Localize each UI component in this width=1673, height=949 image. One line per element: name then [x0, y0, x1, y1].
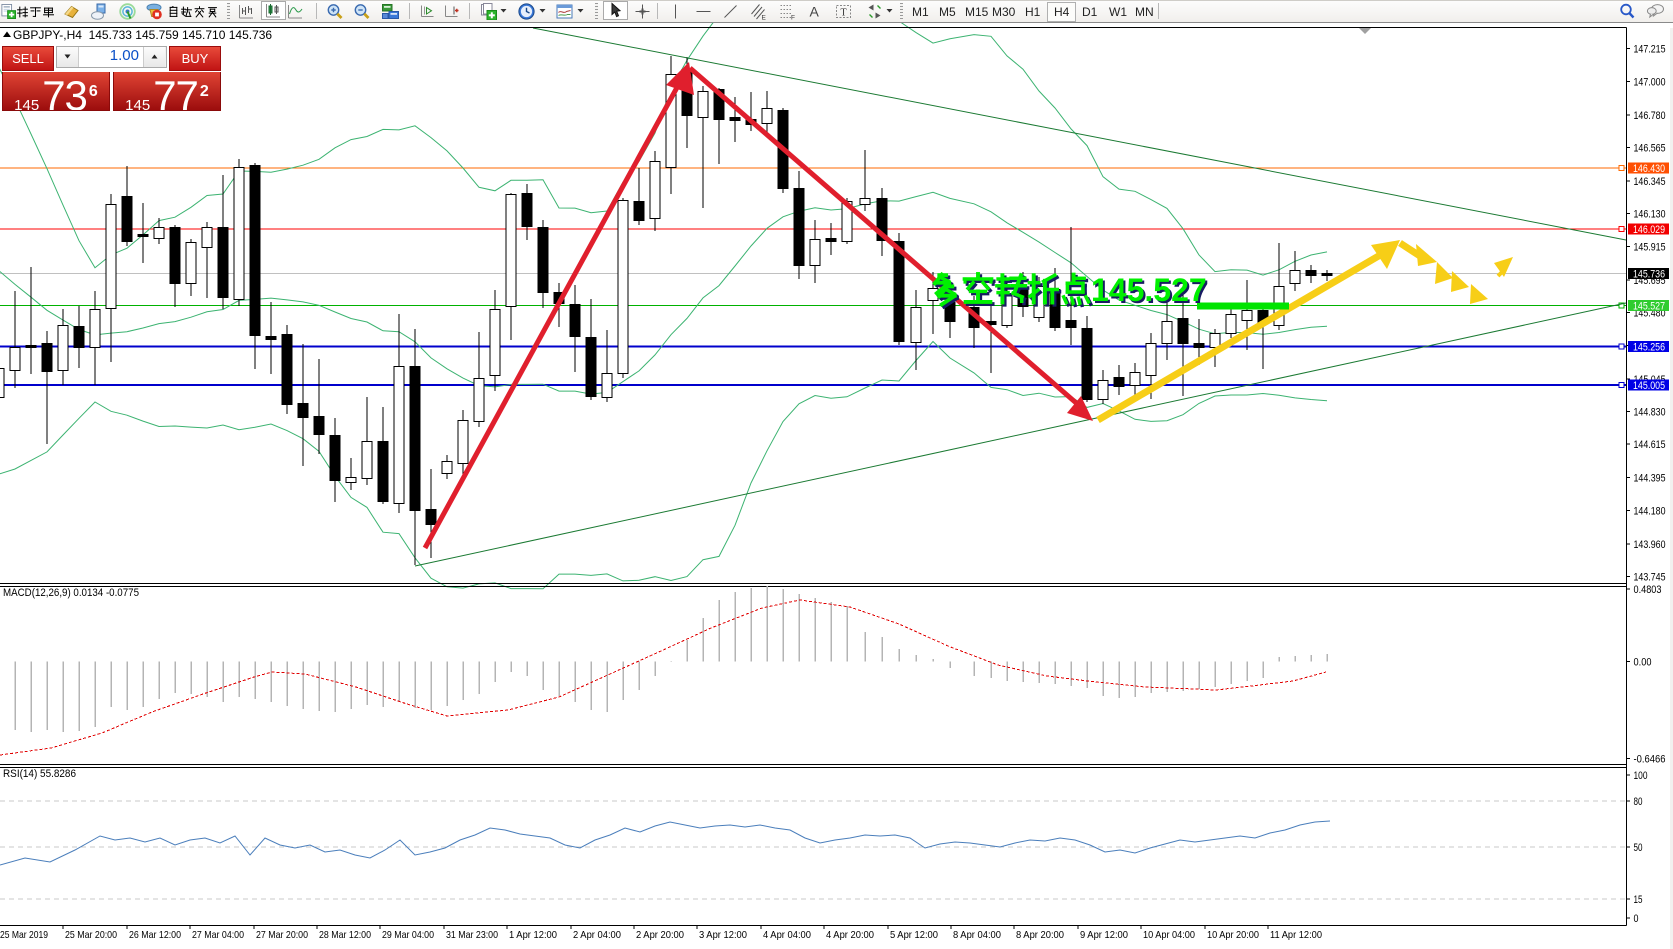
svg-text:MACD(12,26,9) 0.0134 -0.0775: MACD(12,26,9) 0.0134 -0.0775 [3, 587, 139, 599]
svg-text:146.430: 146.430 [1633, 163, 1665, 175]
svg-text:146.130: 146.130 [1634, 209, 1666, 221]
svg-text:15: 15 [1634, 894, 1643, 906]
svg-text:5 Apr 12:00: 5 Apr 12:00 [890, 929, 938, 941]
svg-text:144.180: 144.180 [1634, 505, 1666, 517]
svg-text:10 Apr 20:00: 10 Apr 20:00 [1207, 929, 1259, 941]
svg-text:26 Mar 12:00: 26 Mar 12:00 [129, 929, 181, 941]
svg-text:3 Apr 12:00: 3 Apr 12:00 [699, 929, 747, 941]
svg-text:25 Mar 2019: 25 Mar 2019 [0, 929, 48, 941]
svg-text:0: 0 [1634, 913, 1639, 925]
svg-text:1 Apr 12:00: 1 Apr 12:00 [509, 929, 557, 941]
svg-text:4 Apr 20:00: 4 Apr 20:00 [826, 929, 874, 941]
svg-text:25 Mar 20:00: 25 Mar 20:00 [65, 929, 117, 941]
svg-text:2 Apr 20:00: 2 Apr 20:00 [636, 929, 684, 941]
svg-text:0.4803: 0.4803 [1634, 584, 1662, 596]
svg-text:-0.6466: -0.6466 [1634, 754, 1666, 766]
svg-text:10 Apr 04:00: 10 Apr 04:00 [1143, 929, 1195, 941]
svg-text:31 Mar 23:00: 31 Mar 23:00 [446, 929, 498, 941]
svg-text:27 Mar 20:00: 27 Mar 20:00 [256, 929, 308, 941]
svg-text:145.256: 145.256 [1633, 342, 1665, 354]
svg-text:146.029: 146.029 [1633, 224, 1665, 236]
svg-text:0.00: 0.00 [1634, 657, 1652, 669]
svg-text:50: 50 [1634, 842, 1643, 854]
svg-text:146.345: 146.345 [1634, 176, 1666, 188]
svg-text:145.736: 145.736 [1633, 269, 1665, 281]
svg-text:145.527: 145.527 [1091, 272, 1207, 308]
svg-text:145.005: 145.005 [1633, 380, 1665, 392]
svg-text:143.745: 143.745 [1634, 572, 1666, 584]
svg-text:27 Mar 04:00: 27 Mar 04:00 [192, 929, 244, 941]
svg-text:8 Apr 04:00: 8 Apr 04:00 [953, 929, 1001, 941]
svg-text:147.000: 147.000 [1634, 76, 1666, 88]
svg-text:2 Apr 04:00: 2 Apr 04:00 [573, 929, 621, 941]
svg-text:T: T [841, 8, 847, 19]
svg-text:100: 100 [1634, 770, 1648, 782]
svg-text:80: 80 [1634, 796, 1643, 808]
svg-text:147.215: 147.215 [1634, 44, 1666, 56]
svg-text:145.915: 145.915 [1634, 241, 1666, 253]
svg-text:144.395: 144.395 [1634, 473, 1666, 485]
svg-text:29 Mar 04:00: 29 Mar 04:00 [382, 929, 434, 941]
svg-text:A: A [810, 4, 820, 20]
svg-text:28 Mar 12:00: 28 Mar 12:00 [319, 929, 371, 941]
svg-text:8 Apr 20:00: 8 Apr 20:00 [1016, 929, 1064, 941]
svg-text:4 Apr 04:00: 4 Apr 04:00 [763, 929, 811, 941]
svg-text:144.830: 144.830 [1634, 407, 1666, 419]
svg-text:RSI(14) 55.8286: RSI(14) 55.8286 [3, 768, 76, 780]
svg-text:143.960: 143.960 [1634, 539, 1666, 551]
svg-text:146.565: 146.565 [1634, 143, 1666, 155]
svg-text:145.527: 145.527 [1633, 300, 1665, 312]
svg-text:144.615: 144.615 [1634, 439, 1666, 451]
svg-text:146.780: 146.780 [1634, 110, 1666, 122]
svg-text:145.527: 145.527 [1093, 274, 1209, 310]
svg-text:E: E [762, 15, 767, 21]
svg-text:11 Apr 12:00: 11 Apr 12:00 [1270, 929, 1322, 941]
svg-text:GBPJPY-,H4 145.733 145.759 14: GBPJPY-,H4 145.733 145.759 145.710 145.7… [13, 28, 272, 42]
svg-text:F: F [791, 15, 795, 21]
svg-text:9 Apr 12:00: 9 Apr 12:00 [1080, 929, 1128, 941]
